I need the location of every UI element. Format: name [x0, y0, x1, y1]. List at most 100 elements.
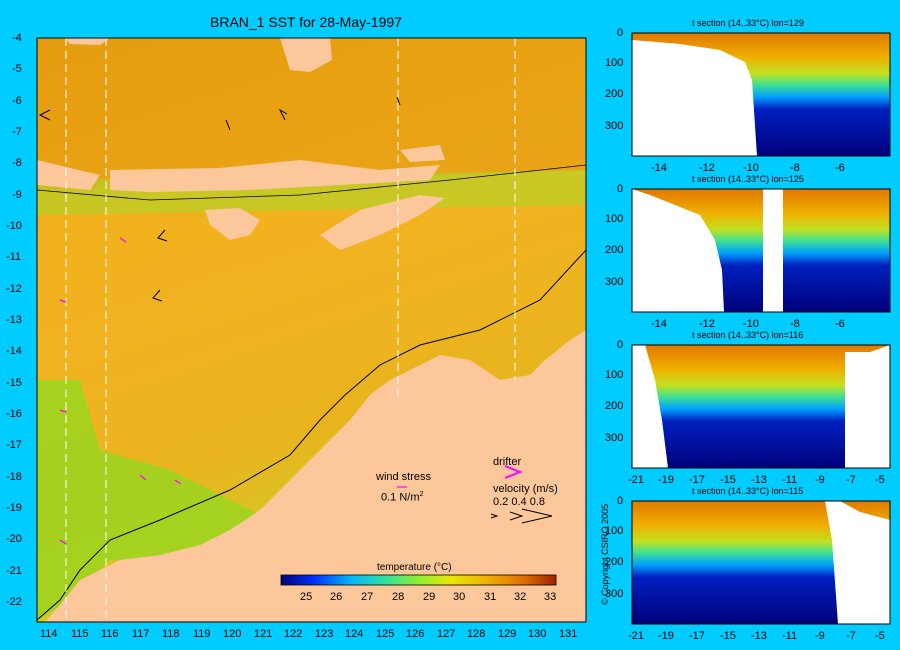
- colorbar-tick: 29: [423, 591, 436, 603]
- section-y-tick: 200: [605, 88, 624, 100]
- island-borneo: [280, 38, 332, 72]
- lat-tick: -5: [12, 63, 22, 75]
- section-y-tick: 100: [605, 525, 624, 537]
- island-chain-nusa-tenggara: [110, 160, 440, 192]
- section-x-tick: -21: [628, 630, 644, 642]
- lon-tick: 115: [71, 628, 89, 640]
- temperature-colorbar: [280, 574, 557, 586]
- section-x-tick: -12: [699, 162, 715, 174]
- section-x-tick: -15: [720, 630, 736, 642]
- section-x-tick: -6: [835, 162, 845, 174]
- section-x-tick: -14: [651, 162, 667, 174]
- section-x-tick: -14: [651, 318, 667, 330]
- section-y-tick: 0: [617, 27, 624, 39]
- section-y-tick: 300: [605, 120, 624, 132]
- section-y-tick: 100: [605, 369, 624, 381]
- lat-tick: -4: [12, 32, 22, 44]
- section-panel-1: [631, 32, 891, 157]
- lon-tick: 130: [528, 628, 547, 640]
- drifter-arrows: [59, 237, 182, 545]
- section-title-4: t section (14..33°C) lon=115: [692, 486, 804, 496]
- lon-tick: 114: [40, 628, 58, 640]
- lat-tick: -11: [6, 251, 22, 263]
- section-y-tick: 300: [605, 588, 624, 600]
- section-x-tick: -17: [689, 474, 705, 486]
- section-x-tick: -8: [790, 162, 800, 174]
- section-x-tick: -19: [658, 474, 674, 486]
- map-title: BRAN_1 SST for 28-May-1997: [210, 14, 402, 30]
- lon-tick: 129: [498, 628, 517, 640]
- lon-tick: 116: [101, 628, 119, 640]
- section-y-tick: 100: [605, 213, 624, 225]
- section-panel-4: [631, 500, 891, 625]
- lat-tick: -9: [12, 189, 22, 201]
- wind-stress-label: wind stress: [376, 471, 432, 483]
- island-wetar: [400, 145, 445, 162]
- lon-tick: 122: [284, 628, 303, 640]
- lat-tick: -20: [6, 533, 22, 545]
- colorbar-title: temperature (°C): [377, 562, 452, 573]
- section-title-2: t section (14..33°C) lon=125: [692, 174, 804, 184]
- velocity-label: velocity (m/s): [493, 483, 558, 495]
- copyright-notice: © Copyright CSIRO 2005: [600, 503, 610, 605]
- colorbar-tick: 31: [484, 591, 497, 603]
- drifter-label: drifter: [493, 456, 522, 468]
- section-x-tick: -17: [689, 630, 705, 642]
- island-timor: [320, 195, 445, 250]
- wind-stress-arrows: [38, 96, 401, 302]
- lon-tick: 128: [467, 628, 486, 640]
- map-frame: [36, 37, 587, 623]
- lon-tick: 124: [345, 628, 364, 640]
- section-x-tick: -15: [720, 474, 736, 486]
- lon-tick: 118: [162, 628, 180, 640]
- island-bali: [37, 160, 100, 190]
- lon-tick: 120: [223, 628, 242, 640]
- island-sumba: [205, 208, 260, 240]
- lat-tick: -18: [6, 471, 22, 483]
- isobath-line: [36, 249, 587, 621]
- section-y-tick: 100: [605, 57, 624, 69]
- lat-tick: -12: [6, 283, 22, 295]
- island-java: [65, 38, 110, 45]
- lat-tick: -7: [12, 126, 22, 138]
- section-x-tick: -8: [790, 318, 800, 330]
- section-x-tick: -12: [699, 318, 715, 330]
- section-y-tick: 0: [617, 495, 624, 507]
- velocity-legend-icon: [490, 508, 553, 524]
- lat-tick: -22: [6, 596, 22, 608]
- section-x-tick: -6: [835, 318, 845, 330]
- section-y-tick: 300: [605, 432, 624, 444]
- section-panel-2: [631, 188, 891, 313]
- lon-tick: 117: [132, 628, 150, 640]
- section-x-tick: -9: [815, 630, 825, 642]
- section-x-tick: -13: [751, 474, 767, 486]
- section-x-tick: -7: [846, 630, 856, 642]
- lat-tick: -16: [6, 408, 22, 420]
- colorbar-tick: 33: [544, 591, 557, 603]
- section-title-3: t section (14..33°C) lon=116: [692, 330, 804, 340]
- section-x-tick: -5: [875, 630, 885, 642]
- section-x-tick: -11: [782, 474, 798, 486]
- colorbar-tick: 30: [453, 591, 466, 603]
- colorbar-tick: 25: [300, 591, 313, 603]
- lon-tick: 121: [254, 628, 273, 640]
- velocity-scale: 0.2 0.4 0.8: [493, 496, 545, 508]
- section-x-tick: -10: [743, 318, 759, 330]
- lat-tick: -8: [12, 157, 22, 169]
- section-y-tick: 200: [605, 400, 624, 412]
- section-x-tick: -11: [782, 630, 798, 642]
- colorbar-tick: 27: [361, 591, 374, 603]
- lat-tick: -13: [6, 314, 22, 326]
- section-x-tick: -7: [846, 474, 856, 486]
- section-x-tick: -21: [628, 474, 644, 486]
- section-y-tick: 300: [605, 276, 624, 288]
- section-y-tick: 0: [617, 183, 624, 195]
- lat-tick: -10: [6, 220, 22, 232]
- wind-stress-scale: 0.1 N/m2: [381, 491, 424, 504]
- lon-tick: 123: [315, 628, 334, 640]
- lat-tick: -17: [6, 439, 22, 451]
- section-x-tick: -10: [743, 162, 759, 174]
- colorbar-tick: 32: [514, 591, 527, 603]
- section-panel-3: [631, 344, 891, 469]
